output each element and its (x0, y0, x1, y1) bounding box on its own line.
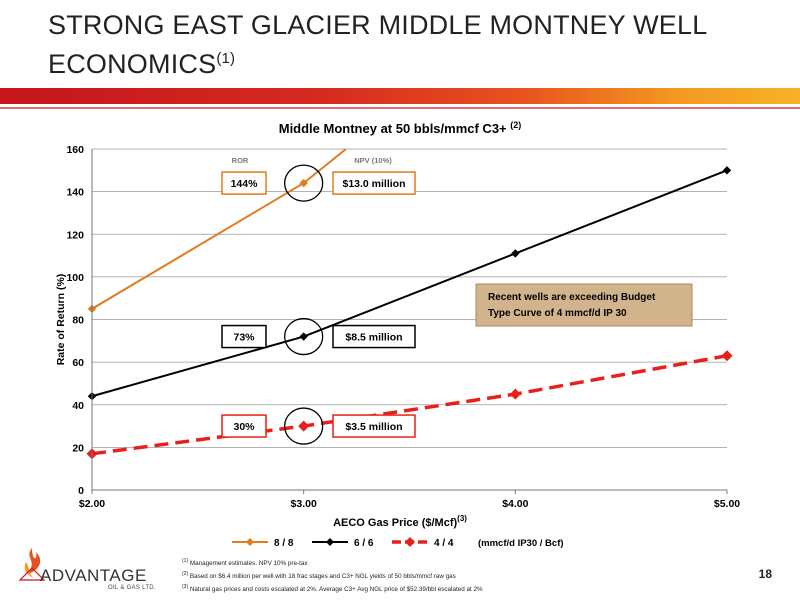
y-tick-label: 140 (66, 187, 84, 199)
legend-label: 8 / 8 (274, 538, 294, 549)
data-point (721, 350, 733, 362)
npv-box (332, 324, 416, 349)
legend-label: 6 / 6 (354, 538, 374, 549)
x-tick-label: $4.00 (502, 498, 528, 510)
y-tick-label: 160 (66, 144, 84, 156)
highlight-circle (284, 317, 324, 356)
footnote-2: (2) Based on $6.4 million per well with … (182, 571, 456, 581)
y-tick-label: 100 (66, 272, 84, 284)
legend-suffix: (mmcf/d IP30 / Bcf) (478, 538, 564, 549)
footnote-1: (1) Management estimates. NPV 10% pre-ta… (182, 558, 308, 568)
slide-title-line1: STRONG EAST GLACIER MIDDLE MONTNEY WELL (48, 10, 708, 40)
grid-layer (92, 148, 727, 491)
y-axis-label: Rate of Return (%) (55, 274, 67, 366)
axis-layer: Middle Montney at 50 bbls/mmcf C3+ (2) 0 2… (55, 120, 740, 529)
annotation-layer: ROR NPV (10%) 144% $13.0 million 73% $8.5 mil… (221, 156, 693, 445)
npv-value: $8.5 million (345, 332, 402, 344)
header-color-band (0, 88, 800, 104)
callout-line2: Type Curve of 4 mmcf/d IP 30 (488, 308, 627, 319)
slide-title-line2: ECONOMICS (48, 49, 217, 79)
ror-value: 30% (233, 421, 255, 433)
y-tick-label: 120 (66, 229, 84, 241)
highlight-circle (284, 407, 324, 445)
header-divider (0, 107, 800, 109)
callout-line1: Recent wells are exceeding Budget (488, 292, 656, 303)
y-tick-label: 40 (72, 400, 84, 412)
series-line-0 (92, 149, 347, 310)
callout-box (475, 283, 693, 327)
data-point (509, 388, 521, 400)
ror-value: 73% (233, 332, 255, 344)
ror-box (221, 414, 267, 438)
page-number: 18 (758, 567, 772, 581)
x-tick-label: $2.00 (79, 498, 105, 510)
y-tick-label: 80 (72, 315, 84, 327)
series-line-1 (92, 169, 727, 398)
rate-of-return-chart: ROR NPV (10%) 144% $13.0 million 73% $8.5 mil… (55, 120, 740, 549)
npv-box (332, 171, 416, 195)
x-axis-label: AECO Gas Price ($/Mcf)(3) (333, 514, 467, 529)
x-tick-label: $5.00 (714, 498, 740, 510)
ror-value: 144% (231, 178, 259, 190)
data-point (299, 332, 308, 341)
data-point (299, 178, 308, 188)
company-logo: ADVANTAGE OIL & GAS LTD. (8, 544, 168, 596)
legend-layer: 8 / 8 6 / 6 4 / 4 (mmcf/d IP30 / Bcf) (232, 537, 564, 549)
ror-header: ROR (232, 156, 249, 165)
highlight-circle (284, 164, 324, 202)
data-point (298, 420, 310, 432)
logo-subtitle: OIL & GAS LTD. (108, 585, 156, 591)
legend-marker (246, 538, 254, 546)
series-layer (86, 149, 733, 460)
chart-title: Middle Montney at 50 bbls/mmcf C3+ (2) (279, 120, 522, 136)
ror-box (221, 171, 267, 195)
legend-marker (326, 538, 334, 546)
ror-box (221, 324, 267, 349)
data-point (722, 166, 732, 175)
npv-value: $13.0 million (342, 178, 405, 190)
logo-wordmark: ADVANTAGE (40, 566, 147, 585)
x-tick-label: $3.00 (291, 498, 317, 510)
slide-title: STRONG EAST GLACIER MIDDLE MONTNEY WELL … (48, 8, 748, 81)
slide-title-footnote-ref: (1) (216, 50, 236, 67)
flame-logo-icon (18, 548, 46, 581)
npv-value: $3.5 million (345, 421, 402, 433)
legend-marker (405, 537, 415, 547)
y-tick-label: 0 (78, 485, 84, 497)
footnote-3: (3) Natural gas prices and costs escalat… (182, 584, 483, 594)
y-tick-label: 20 (72, 442, 84, 454)
npv-box (332, 414, 416, 438)
y-tick-label: 60 (72, 357, 84, 369)
data-point (511, 249, 520, 258)
series-line-2 (92, 354, 727, 456)
footnotes: (1) Management estimates. NPV 10% pre-ta… (182, 556, 702, 595)
legend-label: 4 / 4 (434, 538, 454, 549)
npv-header: NPV (10%) (354, 156, 392, 165)
